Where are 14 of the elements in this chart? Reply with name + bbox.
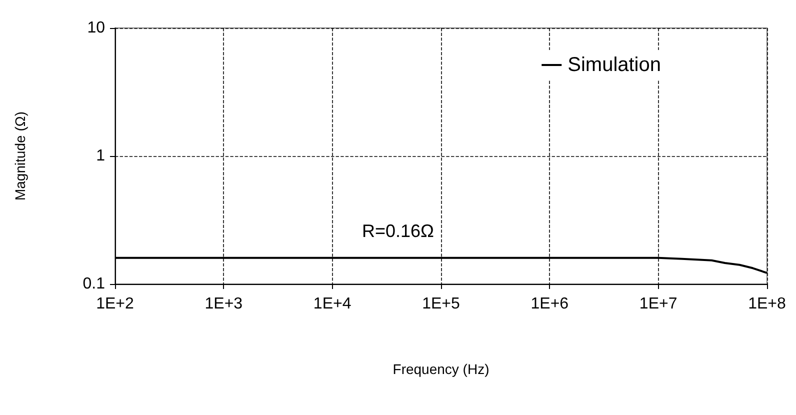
y-tick-label: 1 [96, 148, 106, 164]
annotation: R=0.16Ω [362, 221, 434, 241]
x-tick-label: 1E+6 [530, 296, 569, 312]
y-tick-label: 0.1 [82, 276, 106, 292]
x-tick-label: 1E+2 [96, 296, 134, 312]
x-tick-label: 1E+7 [639, 296, 678, 312]
legend-label: Simulation [568, 54, 662, 76]
y-tick-label: 10 [87, 20, 106, 36]
x-tick-label: 1E+4 [313, 296, 352, 312]
x-tick-label: 1E+8 [748, 296, 786, 312]
x-tick-label: 1E+5 [422, 296, 460, 312]
x-axis-title: Frequency (Hz) [392, 361, 490, 377]
x-tick-label: 1E+3 [204, 296, 243, 312]
y-axis-title: Magnitude (Ω) [12, 111, 28, 201]
